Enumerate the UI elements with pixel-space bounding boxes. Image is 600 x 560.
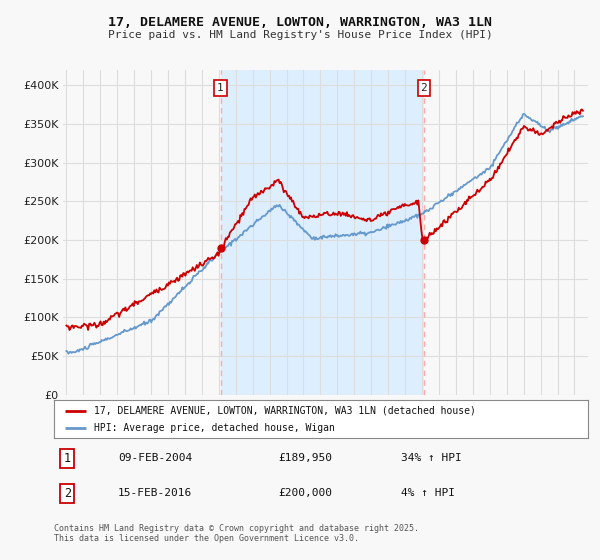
Text: HPI: Average price, detached house, Wigan: HPI: Average price, detached house, Wiga… — [94, 423, 335, 433]
Text: 2: 2 — [64, 487, 71, 500]
Text: £200,000: £200,000 — [278, 488, 332, 498]
Text: £189,950: £189,950 — [278, 454, 332, 464]
Text: 09-FEB-2004: 09-FEB-2004 — [118, 454, 193, 464]
Text: 34% ↑ HPI: 34% ↑ HPI — [401, 454, 462, 464]
Text: 2: 2 — [421, 83, 427, 93]
Text: 17, DELAMERE AVENUE, LOWTON, WARRINGTON, WA3 1LN (detached house): 17, DELAMERE AVENUE, LOWTON, WARRINGTON,… — [94, 405, 476, 416]
Text: 15-FEB-2016: 15-FEB-2016 — [118, 488, 193, 498]
Text: Contains HM Land Registry data © Crown copyright and database right 2025.
This d: Contains HM Land Registry data © Crown c… — [54, 524, 419, 543]
Text: 17, DELAMERE AVENUE, LOWTON, WARRINGTON, WA3 1LN: 17, DELAMERE AVENUE, LOWTON, WARRINGTON,… — [108, 16, 492, 29]
Text: 1: 1 — [64, 452, 71, 465]
Text: 4% ↑ HPI: 4% ↑ HPI — [401, 488, 455, 498]
Text: 1: 1 — [217, 83, 224, 93]
Text: Price paid vs. HM Land Registry's House Price Index (HPI): Price paid vs. HM Land Registry's House … — [107, 30, 493, 40]
Bar — [221, 70, 424, 395]
